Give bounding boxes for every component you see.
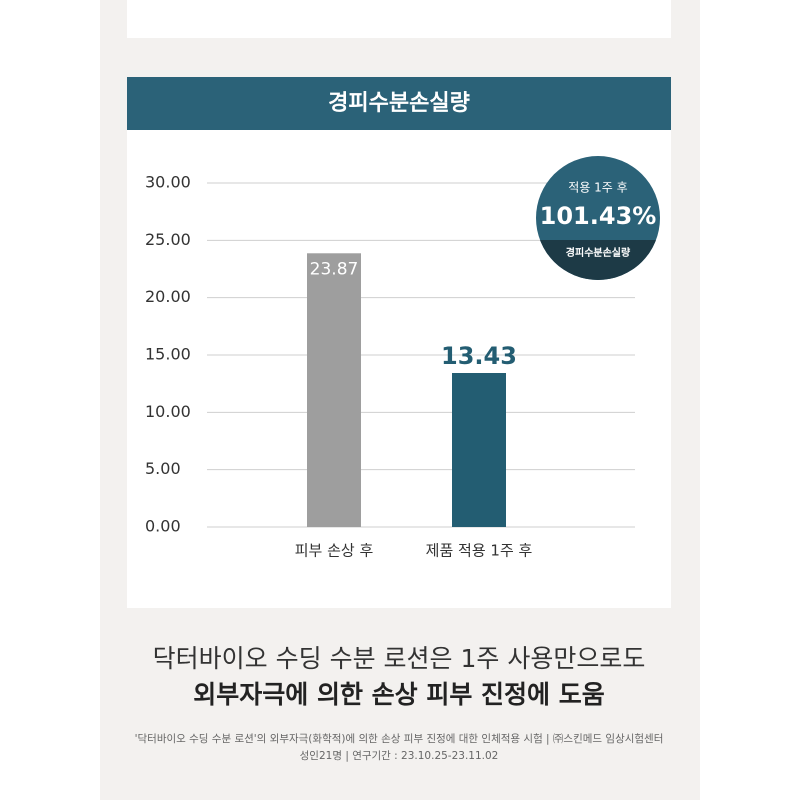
footnote: 성인21명 | 연구기간 : 23.10.25-23.11.02	[300, 750, 499, 762]
badge-main: 101.43%	[540, 202, 657, 230]
chart-title: 경피수분손실량	[328, 91, 470, 116]
top-card	[127, 0, 671, 38]
value-label: 13.43	[441, 342, 517, 370]
value-label: 23.87	[310, 259, 359, 279]
y-tick-label: 5.00	[145, 459, 181, 478]
y-tick-label: 0.00	[145, 517, 181, 536]
x-tick-label: 제품 적용 1주 후	[426, 542, 533, 560]
y-tick-label: 20.00	[145, 287, 191, 306]
headline: 외부자극에 의한 손상 피부 진정에 도움	[193, 680, 605, 709]
y-tick-label: 25.00	[145, 230, 191, 249]
badge-top: 적용 1주 후	[568, 181, 627, 195]
plot: 0.00 5.00 10.00 15.00 20.00 25.00 30.00 피부 손상 후…	[145, 173, 635, 560]
y-tick-label: 30.00	[145, 173, 191, 192]
bar	[307, 253, 361, 528]
x-tick-label: 피부 손상 후	[295, 542, 374, 560]
bar	[452, 373, 506, 527]
y-tick-label: 15.00	[145, 345, 191, 364]
badge: 적용 1주 후 101.43% 경피수분손실량	[536, 156, 660, 280]
headline: 닥터바이오 수딩 수분 로션은 1주 사용만으로도	[153, 644, 646, 673]
y-tick-label: 10.00	[145, 402, 191, 421]
badge-bottom-text: 경피수분손실량	[566, 246, 631, 259]
title-bar	[127, 77, 671, 130]
footnote: '닥터바이오 수딩 수분 로션'의 외부자극(화학적)에 의한 손상 피부 진정…	[135, 732, 664, 745]
